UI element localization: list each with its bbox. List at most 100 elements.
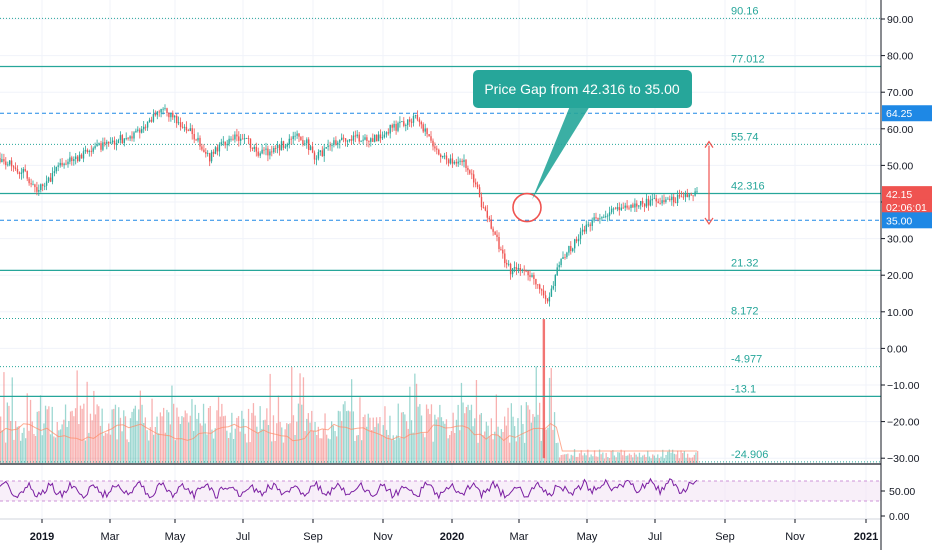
volume-bar-201 xyxy=(334,431,336,463)
candle-body-244 xyxy=(473,174,475,183)
candle-body-150 xyxy=(290,138,292,140)
candle-body-210 xyxy=(407,119,409,126)
volume-bar-225 xyxy=(374,427,376,463)
volume-bar-410 xyxy=(682,453,684,463)
volume-bar-5 xyxy=(8,405,10,463)
candle-body-263 xyxy=(509,263,512,275)
candle-body-319 xyxy=(618,207,620,211)
candle-body-205 xyxy=(397,123,399,131)
candle-body-354 xyxy=(686,194,688,198)
volume-bar-412 xyxy=(685,457,687,463)
volume-bar-13 xyxy=(21,432,23,463)
candle-body-199 xyxy=(385,132,388,135)
candle-body-169 xyxy=(327,145,329,147)
candle-body-328 xyxy=(636,203,638,207)
volume-bar-32 xyxy=(53,436,55,463)
volume-bar-80 xyxy=(133,408,135,463)
volume-bar-152 xyxy=(252,403,255,463)
candle-body-11 xyxy=(20,172,23,174)
candle-body-58 xyxy=(111,140,114,143)
volume-bar-375 xyxy=(623,450,626,463)
volume-bar-278 xyxy=(462,402,464,463)
volume-bar-207 xyxy=(344,401,346,463)
volume-bar-115 xyxy=(191,399,193,463)
volume-bar-362 xyxy=(602,452,604,463)
volume-bar-109 xyxy=(181,416,183,463)
candle-body-213 xyxy=(412,116,415,123)
volume-bar-253 xyxy=(420,415,423,463)
volume-bar-405 xyxy=(673,453,675,463)
volume-bar-229 xyxy=(380,434,383,463)
candle-body-240 xyxy=(465,159,467,168)
price-badge-label-3: 35.00 xyxy=(886,215,912,227)
volume-bar-259 xyxy=(430,404,433,463)
volume-bar-60 xyxy=(99,425,102,463)
volume-bar-99 xyxy=(164,432,166,463)
volume-bar-226 xyxy=(375,417,378,463)
volume-bar-64 xyxy=(106,433,108,463)
x-tick-label-0: 2019 xyxy=(30,531,54,543)
candle-body-80 xyxy=(154,114,156,116)
volume-bar-65 xyxy=(108,423,110,463)
candle-body-72 xyxy=(139,129,141,133)
candle-body-149 xyxy=(288,138,290,145)
volume-bar-49 xyxy=(81,408,83,463)
volume-bar-130 xyxy=(216,410,218,463)
volume-bar-349 xyxy=(580,450,582,463)
candle-body-268 xyxy=(519,268,521,271)
volume-bar-137 xyxy=(227,438,230,463)
candle-body-2 xyxy=(3,159,5,162)
candle-body-71 xyxy=(137,129,139,131)
volume-bar-121 xyxy=(201,425,203,463)
volume-bar-335 xyxy=(557,442,559,463)
volume-bar-233 xyxy=(387,435,389,463)
volume-bar-392 xyxy=(652,454,654,463)
volume-bar-19 xyxy=(31,421,33,463)
volume-bar-14 xyxy=(23,427,25,463)
candle-body-92 xyxy=(177,122,180,124)
candle-body-12 xyxy=(22,169,24,173)
candle-body-232 xyxy=(449,158,452,164)
volume-bar-280 xyxy=(465,407,468,463)
volume-bar-29 xyxy=(48,406,50,463)
volume-bar-286 xyxy=(475,380,478,463)
volume-bar-53 xyxy=(88,432,90,463)
candle-body-231 xyxy=(447,159,450,164)
level-label-8: -4.977 xyxy=(731,354,762,366)
volume-bar-159 xyxy=(264,419,266,463)
candle-body-237 xyxy=(459,160,461,162)
volume-bar-304 xyxy=(505,425,507,463)
volume-bar-331 xyxy=(550,368,552,463)
candle-body-303 xyxy=(587,224,589,226)
volume-bar-103 xyxy=(171,385,173,463)
level-label-6: 21.32 xyxy=(731,257,759,269)
candle-body-302 xyxy=(585,224,587,232)
volume-bar-66 xyxy=(109,434,112,463)
candle-body-308 xyxy=(597,218,599,220)
volume-bar-381 xyxy=(633,452,636,463)
price-badge-label-1: 42.15 xyxy=(886,189,912,201)
candle-body-357 xyxy=(692,195,694,197)
volume-bar-320 xyxy=(532,414,534,463)
candle-body-351 xyxy=(680,196,683,198)
volume-bar-31 xyxy=(51,406,53,463)
candle-body-61 xyxy=(117,140,120,144)
volume-bar-139 xyxy=(231,412,233,463)
candle-body-168 xyxy=(325,147,327,149)
candle-body-86 xyxy=(166,108,168,113)
candle-body-285 xyxy=(552,286,554,289)
candle-body-342 xyxy=(663,200,665,203)
volume-bar-292 xyxy=(485,421,487,463)
candle-body-173 xyxy=(335,140,337,145)
candle-body-191 xyxy=(370,138,372,142)
candle-body-50 xyxy=(96,144,98,147)
candle-body-70 xyxy=(135,130,137,133)
volume-bar-265 xyxy=(440,417,443,463)
candle-body-229 xyxy=(443,155,446,157)
volume-bar-293 xyxy=(487,425,489,463)
volume-bar-23 xyxy=(38,411,40,463)
candle-body-88 xyxy=(170,112,172,118)
volume-bar-82 xyxy=(136,420,138,463)
candle-body-272 xyxy=(527,270,529,276)
candle-body-216 xyxy=(418,119,421,123)
